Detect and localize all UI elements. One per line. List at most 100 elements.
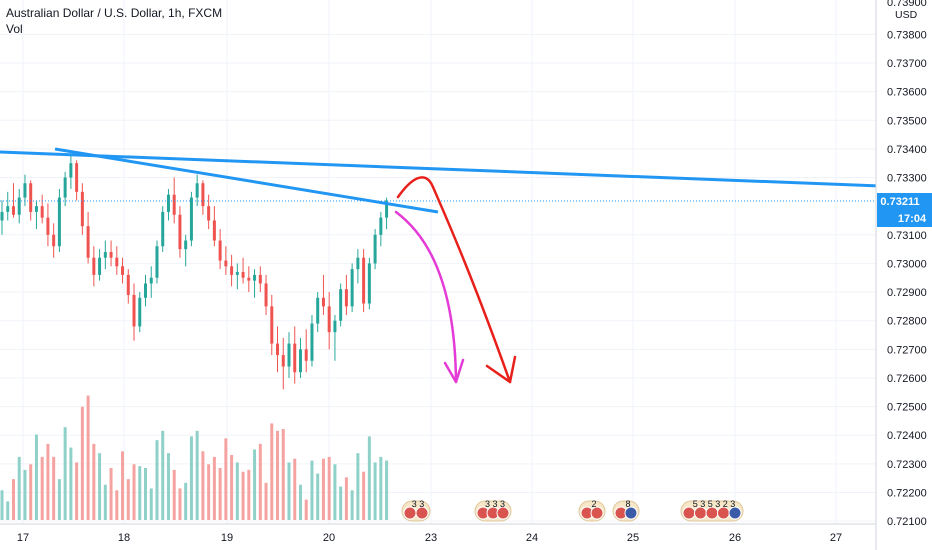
trendline-lower[interactable] (54, 147, 439, 214)
volume-bar (34, 434, 38, 520)
economic-event-count: 3 3 3 (485, 499, 505, 509)
volume-bar (121, 451, 125, 520)
projection-arrow-red[interactable] (396, 176, 517, 384)
volume-bar (333, 464, 337, 520)
candle (69, 154, 73, 189)
candle (327, 292, 331, 350)
time-axis[interactable]: 17 18 19 20 23 24 25 26 27 (17, 532, 842, 544)
volume-bar (218, 468, 222, 520)
price-tick-label: 0.73400 (887, 144, 927, 156)
volume-bar (132, 464, 136, 520)
economic-event-marker[interactable]: 3 3 3 (474, 499, 512, 522)
volume-bar (339, 486, 343, 520)
candle (298, 337, 302, 378)
volume-bar (241, 471, 245, 520)
volume-bar (201, 451, 205, 520)
candle (293, 326, 297, 384)
price-tick-label: 0.73000 (887, 258, 927, 270)
volume-bar (161, 430, 165, 520)
volume-bar (6, 501, 10, 520)
volume-bar (103, 484, 107, 520)
volume-bar (40, 456, 44, 520)
candlesticks (0, 154, 389, 390)
candle (276, 326, 280, 373)
trendline-upper[interactable] (0, 150, 932, 190)
price-tick-label: 0.73700 (887, 58, 927, 70)
time-tick-label: 25 (627, 532, 639, 544)
candle (281, 337, 285, 390)
price-axis-background (876, 0, 932, 550)
price-tick-label: 0.72100 (887, 516, 927, 528)
volume-bar (344, 477, 348, 520)
price-tick-label: 0.73100 (887, 230, 927, 242)
volume-bar (69, 447, 73, 520)
economic-event-marker[interactable]: 8 (612, 499, 640, 522)
volume-bar (138, 466, 142, 520)
volume-bar (189, 436, 193, 520)
volume-bar (379, 456, 383, 520)
volume-bar (0, 490, 4, 520)
candle (362, 249, 366, 313)
country-flag-icon (590, 506, 604, 520)
candle (138, 292, 142, 333)
candle (264, 274, 268, 315)
economic-event-marker[interactable]: 2 (578, 499, 606, 522)
volume-bar (144, 468, 147, 520)
time-tick-label: 19 (221, 532, 233, 544)
candle (126, 269, 130, 304)
volume-bar (115, 490, 119, 520)
volume-bar (304, 499, 308, 520)
volume-bar (385, 460, 389, 520)
trendlines[interactable] (0, 147, 932, 214)
price-tick-label: 0.72900 (887, 287, 927, 299)
candle (6, 191, 10, 221)
candle (235, 263, 239, 290)
volume-bar (327, 456, 331, 520)
projection-arrow-magenta[interactable] (394, 210, 465, 384)
price-tick-label: 0.72700 (887, 344, 927, 356)
volume-bars (0, 395, 389, 520)
volume-bar (155, 440, 159, 520)
candle (270, 294, 274, 356)
candle (367, 257, 371, 310)
time-tick-label: 23 (425, 532, 437, 544)
volume-bar (362, 471, 366, 520)
candle (212, 206, 216, 247)
country-flag-icon (624, 506, 638, 520)
volume-bar (126, 479, 130, 520)
candle (304, 329, 308, 373)
price-tick-label: 0.72300 (887, 459, 927, 471)
candle (201, 180, 205, 215)
price-tick-label: 0.73500 (887, 115, 927, 127)
candle (29, 180, 33, 221)
volume-bar (80, 406, 84, 520)
volume-bar (310, 460, 314, 520)
price-tick-label: 0.72400 (887, 430, 927, 442)
candle (57, 188, 61, 252)
economic-event-count: 8 (625, 499, 630, 509)
country-flag-icon (496, 506, 510, 520)
volume-bar (373, 462, 377, 520)
price-tick-label: 0.73800 (887, 29, 927, 41)
country-flag-icon (728, 506, 742, 520)
volume-bar (367, 436, 371, 520)
economic-event-marker[interactable]: 3 3 (401, 499, 431, 522)
volume-label: Vol (6, 22, 23, 36)
candle (316, 292, 320, 333)
candle (52, 223, 56, 258)
candle (166, 188, 170, 221)
volume-bar (270, 423, 274, 520)
candle (356, 249, 360, 284)
price-axis[interactable]: 0.73800 0.73700 0.73600 0.73500 0.73400 0.733… (887, 29, 927, 528)
volume-bar (98, 453, 102, 520)
candle (344, 274, 348, 315)
chart-title: Australian Dollar / U.S. Dollar, 1h, FXC… (6, 6, 222, 20)
economic-event-marker[interactable]: 5 3 5 3 2 3 (680, 499, 744, 522)
candle (339, 283, 343, 327)
economic-events[interactable]: 3 3 3 3 3 2 8 5 3 5 3 2 3 (401, 499, 744, 522)
country-flag-icon (415, 506, 429, 520)
candle (172, 177, 176, 224)
candle (379, 211, 383, 247)
price-tick-label: 0.72500 (887, 402, 927, 414)
